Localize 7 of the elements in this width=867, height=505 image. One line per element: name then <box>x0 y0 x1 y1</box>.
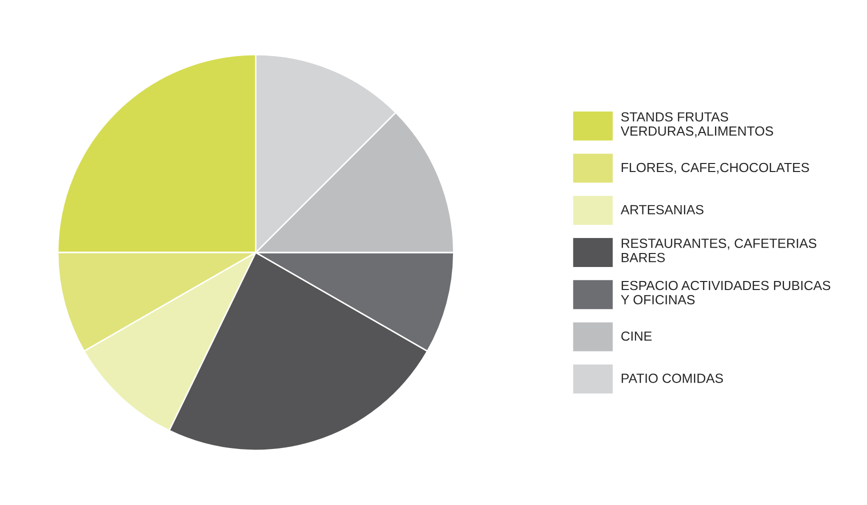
legend-label: FLORES, CAFE,CHOCOLATES <box>622 162 809 174</box>
legend-label: ESPACIO ACTIVIDADES PUBICAS Y OFICINAS <box>620 280 830 304</box>
legend-label: CINE <box>621 331 652 341</box>
legend-label: ARTESANIAS <box>620 204 704 214</box>
legend-label: RESTAURANTES, CAFETERIAS BARES <box>622 238 816 262</box>
legend-label: PATIO COMIDAS <box>622 374 723 383</box>
legend-label: STANDS FRUTAS VERDURAS,ALIMENTOS <box>620 112 774 138</box>
